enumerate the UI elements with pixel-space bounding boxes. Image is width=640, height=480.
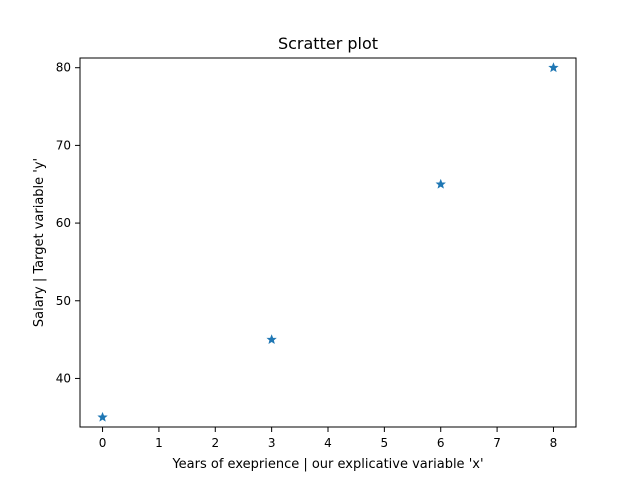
y-tick-label-0: 40 xyxy=(56,371,71,385)
plot-area-frame xyxy=(79,57,577,428)
x-tick-label-1: 1 xyxy=(155,436,163,450)
x-tick-label-7: 7 xyxy=(493,436,501,450)
y-tick-label-1: 50 xyxy=(56,294,71,308)
x-tick-label-8: 8 xyxy=(550,436,558,450)
x-tick-label-4: 4 xyxy=(324,436,332,450)
y-tick-label-2: 60 xyxy=(56,216,71,230)
data-point-0-1 xyxy=(266,334,277,344)
data-point-0-2 xyxy=(435,178,446,189)
x-tick-label-2: 2 xyxy=(211,436,219,450)
y-tick-label-4: 80 xyxy=(56,61,71,75)
chart-title: Scratter plot xyxy=(278,34,378,53)
plot-layer: 0 1 2 3 4 5 6 7 8 40 50 60 70 80 xyxy=(56,57,577,450)
data-point-0-0 xyxy=(97,411,108,422)
x-tick-label-0: 0 xyxy=(99,436,107,450)
x-axis-label: Years of exeprience | our explicative va… xyxy=(171,457,483,472)
y-tick-label-3: 70 xyxy=(56,138,71,152)
x-tick-label-5: 5 xyxy=(381,436,389,450)
x-tick-label-6: 6 xyxy=(437,436,445,450)
data-point-0-3 xyxy=(548,62,559,73)
x-tick-label-3: 3 xyxy=(268,436,276,450)
y-axis-label: Salary | Target variable 'y' xyxy=(32,158,47,327)
